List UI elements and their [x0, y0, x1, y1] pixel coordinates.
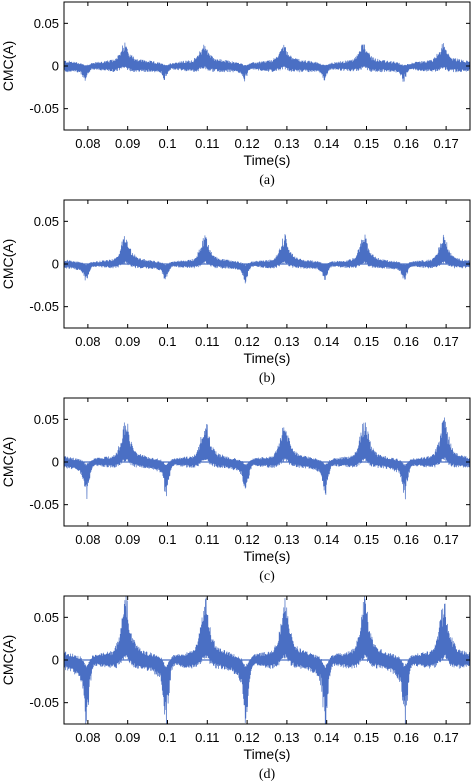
chart-panel-1: 0.08 0.09 0.1 0.11 0.12 0.13 0.14 0.15 0.16 0.17 0…	[0, 1, 471, 188]
x-tick-label: 0.09	[115, 334, 140, 349]
y-tick-label: -0.05	[29, 497, 59, 512]
y-tick-label: -0.05	[29, 695, 59, 710]
x-tick-label: 0.11	[195, 730, 219, 745]
x-axis-label: Time(s)	[244, 548, 291, 564]
panel-caption: (a)	[259, 173, 275, 188]
y-tick-label: 0.05	[34, 16, 59, 31]
x-tick-label: 0.15	[354, 730, 379, 745]
x-tick-label: 0.17	[433, 532, 458, 547]
x-tick-label: 0.11	[195, 334, 219, 349]
cmc-waveform-series	[64, 596, 470, 724]
x-tick-label: 0.17	[433, 136, 458, 151]
x-tick-label: 0.13	[274, 136, 299, 151]
y-tick-label: 0	[52, 257, 59, 272]
x-axis-label: Time(s)	[244, 350, 291, 366]
x-tick-label: 0.11	[195, 532, 219, 547]
x-tick-label: 0.14	[314, 730, 339, 745]
panel-caption: (c)	[259, 569, 275, 584]
y-tick-label: -0.05	[29, 299, 59, 314]
x-axis-label: Time(s)	[244, 746, 291, 762]
y-tick-label: -0.05	[29, 101, 59, 116]
x-tick-label: 0.13	[274, 730, 299, 745]
x-tick-label: 0.16	[394, 334, 419, 349]
x-tick-label: 0.12	[234, 730, 259, 745]
x-tick-label: 0.08	[75, 136, 100, 151]
x-tick-label: 0.15	[354, 136, 379, 151]
cmc-waveform-series	[64, 234, 470, 284]
x-tick-label: 0.15	[354, 334, 379, 349]
chart-panel-2: 0.08 0.09 0.1 0.11 0.12 0.13 0.14 0.15 0.16 0.17 0…	[0, 199, 471, 386]
x-tick-label: 0.08	[75, 334, 100, 349]
x-tick-label: 0.17	[433, 730, 458, 745]
x-tick-label: 0.13	[274, 532, 299, 547]
x-tick-label: 0.1	[158, 136, 176, 151]
y-axis-label: CMC(A)	[0, 239, 16, 290]
x-tick-label: 0.14	[314, 532, 339, 547]
x-tick-label: 0.09	[115, 532, 140, 547]
x-axis-label: Time(s)	[244, 152, 291, 168]
x-tick-label: 0.12	[234, 136, 259, 151]
x-tick-label: 0.14	[314, 334, 339, 349]
y-axis-label: CMC(A)	[0, 437, 16, 488]
x-tick-label: 0.1	[158, 334, 176, 349]
x-tick-label: 0.17	[433, 334, 458, 349]
x-tick-label: 0.16	[394, 532, 419, 547]
x-tick-label: 0.14	[314, 136, 339, 151]
x-tick-label: 0.1	[158, 532, 176, 547]
y-tick-label: 0	[52, 653, 59, 668]
y-tick-label: 0	[52, 455, 59, 470]
x-tick-label: 0.12	[234, 532, 259, 547]
panel-caption: (b)	[259, 371, 276, 386]
panel-caption: (d)	[259, 767, 276, 781]
x-tick-label: 0.15	[354, 532, 379, 547]
chart-panel-3: 0.08 0.09 0.1 0.11 0.12 0.13 0.14 0.15 0.16 0.17 0…	[0, 397, 471, 584]
x-tick-label: 0.09	[115, 730, 140, 745]
x-tick-label: 0.08	[75, 730, 100, 745]
y-tick-label: 0.05	[34, 412, 59, 427]
cmc-waveform-series	[64, 42, 470, 82]
y-tick-label: 0.05	[34, 214, 59, 229]
y-axis-label: CMC(A)	[0, 635, 16, 686]
x-tick-label: 0.12	[234, 334, 259, 349]
y-axis-label: CMC(A)	[0, 41, 16, 92]
x-tick-label: 0.13	[274, 334, 299, 349]
x-tick-label: 0.11	[195, 136, 219, 151]
y-tick-label: 0.05	[34, 610, 59, 625]
x-tick-label: 0.1	[158, 730, 176, 745]
y-tick-label: 0	[52, 59, 59, 74]
x-tick-label: 0.16	[394, 730, 419, 745]
x-tick-label: 0.09	[115, 136, 140, 151]
x-tick-label: 0.08	[75, 532, 100, 547]
x-tick-label: 0.16	[394, 136, 419, 151]
chart-panel-4: 0.08 0.09 0.1 0.11 0.12 0.13 0.14 0.15 0.16 0.17 0…	[0, 595, 471, 781]
cmc-waveform-series	[64, 417, 470, 500]
